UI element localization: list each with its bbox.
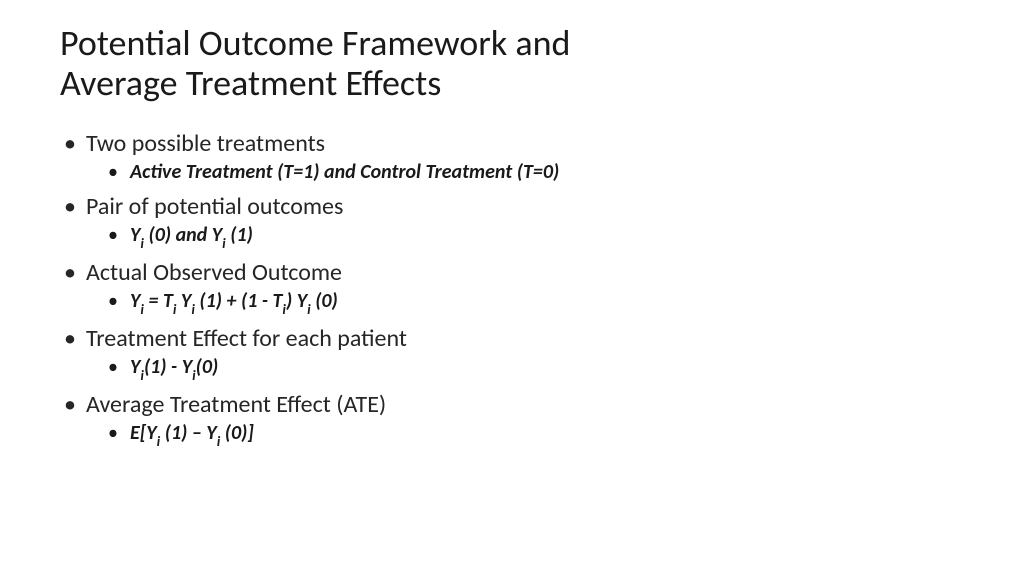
formula-text: Y (176, 289, 191, 313)
slide-title: Potential Outcome Framework and Average … (60, 24, 964, 103)
sub-bullet-text: Yi = Ti Yi (1) + (1 - Ti) Yi (0) (130, 289, 338, 316)
bullet-marker: • (108, 160, 130, 184)
formula-text: E[Y (130, 421, 157, 445)
title-line-1: Potential Outcome Framework and (60, 21, 570, 65)
formula-text: (1) - Y (144, 355, 192, 379)
bullet-level-2: •Yi = Ti Yi (1) + (1 - Ti) Yi (0) (108, 289, 964, 316)
slide: Potential Outcome Framework and Average … (0, 0, 1024, 576)
formula-text: (1) – Y (160, 421, 217, 445)
bullet-marker: • (108, 421, 130, 445)
bullet-marker: • (60, 192, 86, 221)
title-line-2: Average Treatment Effects (60, 61, 441, 105)
formula-text: Y (130, 223, 140, 247)
formula-subscript: i (191, 300, 195, 318)
formula-text: ) Y (286, 289, 307, 313)
bullet-marker: • (60, 324, 86, 353)
formula-subscript: i (222, 234, 226, 252)
bullet-level-1: •Treatment Effect for each patient (60, 324, 964, 353)
formula-subscript: i (217, 432, 221, 450)
formula-subscript: i (173, 300, 177, 318)
bullet-text: Two possible treatments (86, 129, 325, 158)
sub-bullet-text: E[Yi (1) – Yi (0)] (130, 421, 254, 448)
formula-text: (1) (226, 223, 253, 247)
formula-subscript: i (307, 300, 311, 318)
sub-bullet-text: Yi (0) and Yi (1) (130, 223, 253, 250)
bullet-text: Actual Observed Outcome (86, 258, 342, 287)
formula-text: = T (144, 289, 173, 313)
bullet-marker: • (60, 129, 86, 158)
formula-subscript: i (140, 234, 144, 252)
bullet-level-1: •Two possible treatments (60, 129, 964, 158)
bullet-level-2: •Yi(1) - Yi(0) (108, 355, 964, 382)
bullet-marker: • (60, 258, 86, 287)
bullet-level-2: •Yi (0) and Yi (1) (108, 223, 964, 250)
bullet-marker: • (60, 390, 86, 419)
formula-text: (1) + (1 - T (195, 289, 283, 313)
bullet-level-2: •E[Yi (1) – Yi (0)] (108, 421, 964, 448)
bullet-marker: • (108, 355, 130, 379)
list-item: •Actual Observed Outcome•Yi = Ti Yi (1) … (60, 258, 964, 316)
list-item: •Pair of potential outcomes•Yi (0) and Y… (60, 192, 964, 250)
bullet-level-1: •Pair of potential outcomes (60, 192, 964, 221)
bullet-level-1: •Actual Observed Outcome (60, 258, 964, 287)
formula-subscript: i (282, 300, 286, 318)
list-item: •Two possible treatments•Active Treatmen… (60, 129, 964, 184)
formula-text: (0) (196, 355, 219, 379)
formula-text: (0) (311, 289, 338, 313)
formula-text: Y (130, 355, 140, 379)
formula-text: (0) and Y (144, 223, 222, 247)
formula-subscript: i (140, 300, 144, 318)
bullet-text: Average Treatment Effect (ATE) (86, 390, 386, 419)
list-item: •Treatment Effect for each patient•Yi(1)… (60, 324, 964, 382)
bullet-marker: • (108, 223, 130, 247)
bullet-marker: • (108, 289, 130, 313)
bullet-list: •Two possible treatments•Active Treatmen… (60, 129, 964, 448)
sub-bullet-text: Yi(1) - Yi(0) (130, 355, 218, 382)
formula-subscript: i (192, 366, 196, 384)
bullet-text: Pair of potential outcomes (86, 192, 343, 221)
formula-text: Y (130, 289, 140, 313)
bullet-level-1: •Average Treatment Effect (ATE) (60, 390, 964, 419)
formula-text: (0)] (220, 421, 254, 445)
formula-subscript: i (140, 366, 144, 384)
list-item: •Average Treatment Effect (ATE)•E[Yi (1)… (60, 390, 964, 448)
bullet-level-2: •Active Treatment (T=1) and Control Trea… (108, 160, 964, 184)
bullet-text: Treatment Effect for each patient (86, 324, 407, 353)
formula-subscript: i (157, 432, 161, 450)
sub-bullet-text: Active Treatment (T=1) and Control Treat… (130, 160, 559, 184)
